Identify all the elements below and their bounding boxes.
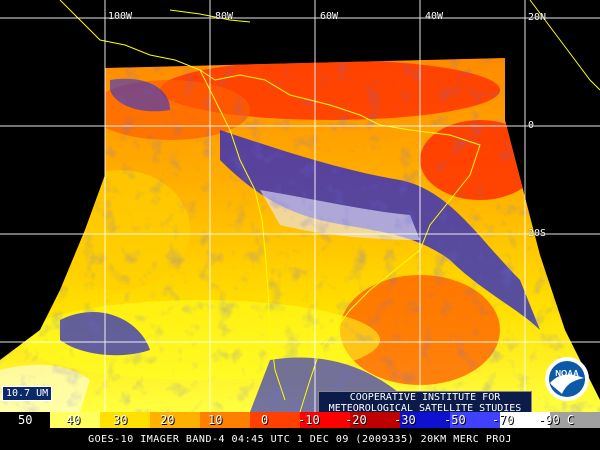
scale-segment — [450, 412, 500, 428]
noaa-logo-text: NOAA — [555, 369, 579, 378]
institute-line-1: COOPERATIVE INSTITUTE FOR — [349, 392, 501, 403]
scale-tick: 10 — [208, 413, 223, 427]
scale-tick: 30 — [113, 413, 128, 427]
grid-label-60w: 60W — [320, 11, 339, 22]
coastlines — [59, 0, 600, 412]
institute-credit: COOPERATIVE INSTITUTE FOR METEOROLOGICAL… — [318, 391, 532, 415]
scale-segment — [50, 412, 100, 428]
scale-tick: -10 — [298, 413, 320, 427]
noaa-logo: NOAA — [545, 357, 589, 401]
scale-tick: -50 — [444, 413, 466, 427]
grid-label-100w: 100W — [108, 11, 133, 22]
scale-labels: 50 40 30 20 10 0 -10 -20 -30 -50 -70 -90… — [0, 412, 600, 428]
scale-tick: 50 — [18, 413, 33, 427]
band-label: 10.7 UM — [2, 386, 53, 401]
scale-segment — [350, 412, 400, 428]
scale-tick: -90 C — [538, 413, 575, 427]
grid-label-40w: 40W — [425, 11, 444, 22]
scale-tick: -30 — [394, 413, 416, 427]
grid-label-20s: 20S — [528, 228, 547, 239]
scale-segment — [0, 412, 50, 428]
scale-segment — [100, 412, 150, 428]
scale-segment — [400, 412, 450, 428]
imagery — [0, 58, 600, 412]
scale-tick: 20 — [160, 413, 175, 427]
grid-label-80w: 80W — [215, 11, 234, 22]
lat-lon-grid — [0, 0, 600, 412]
scale-segment — [550, 412, 600, 428]
grid-label-equator: 0 — [528, 120, 535, 131]
scale-segment — [200, 412, 250, 428]
scale-tick: 0 — [261, 413, 269, 427]
image-caption: GOES-10 IMAGER BAND-4 04:45 UTC 1 DEC 09… — [88, 434, 512, 445]
scale-segment — [250, 412, 300, 428]
scale-segment — [500, 412, 550, 428]
scale-tick: -70 — [492, 413, 514, 427]
grid-label-20n: 20N — [528, 12, 547, 23]
institute-line-2: METEOROLOGICAL SATELLITE STUDIES — [328, 403, 522, 414]
scale-segment — [300, 412, 350, 428]
temperature-scale — [0, 412, 600, 428]
scale-segment — [150, 412, 200, 428]
scale-tick: 40 — [66, 413, 81, 427]
satellite-map — [0, 0, 600, 412]
scale-tick: -20 — [345, 413, 367, 427]
